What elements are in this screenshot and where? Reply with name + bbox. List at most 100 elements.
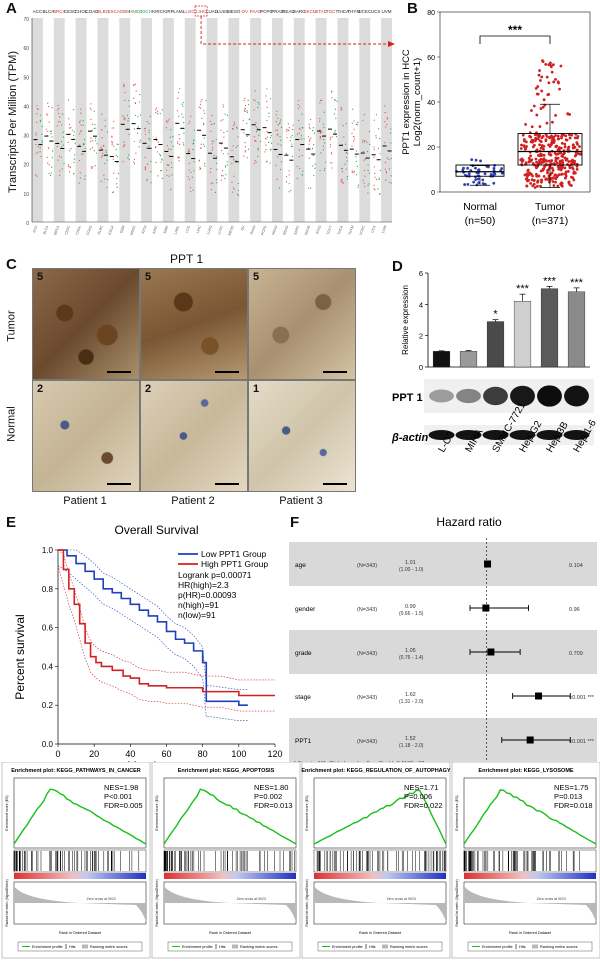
tpm-point — [221, 175, 223, 177]
expression-point — [522, 139, 526, 143]
x-tick-label: KIRP — [163, 224, 170, 234]
expression-point — [559, 146, 563, 150]
ranking-metric-area — [464, 886, 596, 922]
y-tick-label: 60 — [23, 46, 29, 52]
tpm-point — [364, 175, 366, 177]
expression-point — [538, 139, 542, 143]
expression-point — [558, 165, 562, 169]
tpm-point — [39, 147, 41, 149]
tpm-point — [172, 145, 174, 147]
tpm-point — [189, 186, 192, 189]
tpm-point — [172, 136, 174, 138]
tpm-point — [324, 161, 327, 163]
expression-point — [527, 156, 531, 160]
tpm-point — [257, 106, 259, 109]
tpm-point — [285, 181, 287, 183]
tpm-point — [199, 166, 201, 168]
panel-b-plot: 0 20 40 60 80 PPT1 expression in HCCLog2(norm… — [401, 10, 591, 227]
tpm-point — [188, 152, 190, 154]
tpm-point — [288, 182, 290, 185]
actin-band — [482, 430, 509, 440]
background-stripe — [272, 18, 283, 222]
tpm-point — [57, 104, 59, 107]
tpm-point — [363, 159, 365, 161]
hits-frame — [463, 849, 597, 873]
expression-point — [533, 186, 537, 189]
cancer-label: HNSC — [129, 9, 143, 14]
tpm-point — [373, 166, 375, 168]
tpm-point — [46, 156, 48, 159]
tpm-point — [148, 123, 150, 125]
expression-point — [540, 136, 544, 140]
tpm-point — [309, 127, 311, 130]
cancer-label: SARC — [293, 9, 306, 14]
expression-point — [541, 168, 545, 172]
x-tick-label: LUSC — [217, 225, 224, 236]
expression-point — [563, 156, 567, 160]
tpm-point — [275, 164, 277, 166]
survival-curve — [58, 549, 248, 706]
tpm-point — [266, 88, 268, 90]
tpm-point — [366, 150, 368, 153]
tpm-point — [116, 143, 118, 145]
tpm-point — [235, 126, 238, 128]
tpm-point — [190, 190, 192, 193]
ihc-normal-patient-3: 1 — [248, 380, 356, 492]
expression-point — [575, 164, 579, 168]
tpm-point — [237, 182, 239, 185]
ppt1-band — [429, 389, 454, 403]
cancer-label: KIRP — [163, 9, 174, 14]
legend-swatch — [532, 944, 538, 949]
expression-point — [571, 166, 574, 169]
expression-point — [523, 147, 527, 151]
x-tick-label: UCEC — [359, 225, 366, 236]
tpm-point — [36, 113, 38, 115]
cancer-label: LUAD — [206, 9, 219, 14]
tpm-point — [226, 114, 229, 116]
tpm-point — [157, 175, 159, 177]
tpm-point — [117, 172, 120, 175]
tpm-point — [363, 141, 366, 143]
survival-curve — [58, 549, 275, 697]
ci-lower-line — [57, 565, 275, 712]
expression-point — [551, 180, 555, 183]
tpm-point — [124, 91, 126, 94]
tpm-point — [353, 140, 355, 142]
tpm-point — [101, 155, 104, 157]
tpm-point — [203, 122, 205, 125]
gsea-xlabel: Rank in Ordered Dataset — [359, 931, 402, 935]
tpm-point — [224, 178, 226, 180]
expression-point — [539, 157, 543, 161]
tpm-point — [57, 121, 59, 123]
tpm-point — [35, 132, 37, 134]
tpm-point — [243, 132, 245, 134]
expression-point — [552, 80, 556, 84]
expression-point — [564, 134, 568, 138]
tpm-point — [313, 132, 316, 134]
tpm-point — [37, 151, 39, 153]
tpm-point — [61, 168, 63, 170]
tpm-point — [61, 124, 63, 126]
expression-point — [554, 180, 557, 184]
tpm-point — [232, 145, 234, 147]
tpm-point — [170, 129, 172, 131]
tpm-point — [47, 102, 49, 104]
tpm-point — [301, 127, 303, 129]
tpm-point — [280, 144, 282, 146]
cancer-label: OV — [241, 9, 248, 14]
tpm-point — [56, 109, 58, 111]
expression-point — [524, 123, 527, 126]
x-tick-label: COAD — [86, 225, 93, 236]
tpm-point — [74, 142, 76, 144]
expression-point — [555, 144, 559, 148]
tpm-point — [155, 111, 157, 114]
tpm-point — [312, 155, 314, 157]
background-stripe — [228, 18, 240, 222]
expression-point — [562, 152, 565, 156]
tpm-point — [135, 152, 137, 154]
bar — [459, 351, 478, 368]
patient-label-2: Patient 2 — [171, 495, 215, 507]
expression-point — [544, 138, 548, 142]
tpm-point — [259, 140, 262, 142]
tpm-point — [47, 147, 50, 149]
